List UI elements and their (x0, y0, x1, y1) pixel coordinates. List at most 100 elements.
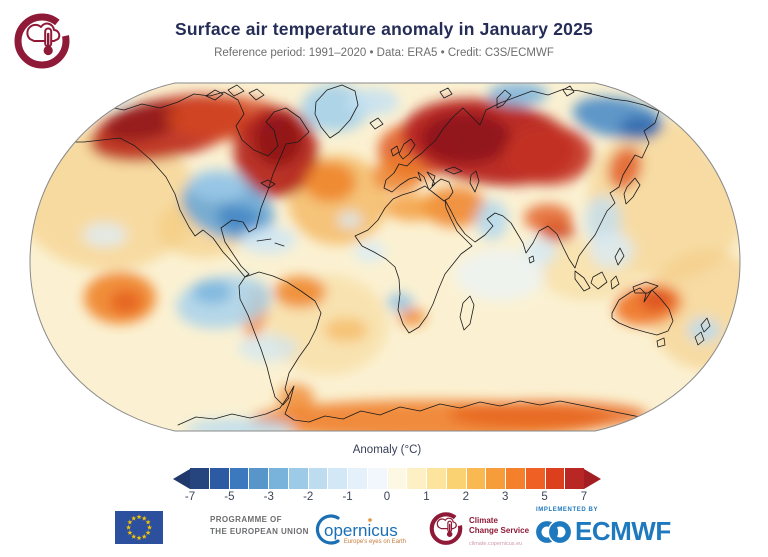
anomaly-blob (240, 226, 296, 254)
colorbar-segment (446, 468, 467, 489)
colorbar-segment (387, 468, 408, 489)
eu-programme-line2: THE EUROPEAN UNION (210, 527, 309, 536)
anomaly-blob (373, 157, 423, 193)
colorbar-segment (269, 468, 289, 489)
page-subtitle: Reference period: 1991–2020 • Data: ERA5… (214, 47, 554, 59)
anomaly-blob (385, 195, 441, 221)
eu-programme-text: PROGRAMME OF THE EUROPEAN UNION (210, 514, 309, 538)
anomaly-blob (103, 102, 183, 142)
colorbar-segment (209, 468, 230, 489)
colorbar-segment (229, 468, 250, 489)
world-anomaly-map (28, 80, 742, 442)
anomaly-blob (455, 249, 545, 301)
colorbar-segment (249, 468, 269, 489)
colorbar-segment (190, 468, 210, 489)
colorbar-tick: 1 (423, 491, 430, 503)
colorbar-segment (308, 468, 329, 489)
colorbar-segment (427, 468, 447, 489)
anomaly-blob (192, 280, 232, 304)
c3s-name-line2: Change Service (469, 526, 530, 536)
footer: PROGRAMME OF THE EUROPEAN UNION opernicu… (0, 506, 768, 552)
anomaly-blob (503, 125, 593, 185)
implemented-by-label: IMPLEMENTED BY (536, 507, 599, 513)
colorbar-segment (328, 468, 348, 489)
copernicus-satellite-dot-icon (368, 518, 372, 522)
colorbar-segment (525, 468, 546, 489)
colorbar-ticks: -7 -5 -3 -2 -1 0 1 2 3 5 7 (185, 491, 588, 505)
anomaly-blob (640, 290, 672, 310)
colorbar-tick: 3 (501, 491, 509, 503)
colorbar-segment (466, 468, 487, 489)
colorbar-tick: -5 (224, 491, 235, 503)
ecmwf-block: IMPLEMENTED BY ECMWF (536, 507, 671, 547)
anomaly-blob (347, 88, 399, 116)
eu-star-icon (131, 515, 137, 521)
anomaly-blob (110, 290, 142, 314)
eu-star-icon (145, 519, 151, 525)
anomaly-blob (238, 334, 298, 362)
anomaly-blob (488, 83, 548, 106)
anomaly-blob (338, 212, 362, 228)
ecmwf-interlocked-cc-icon (536, 519, 572, 544)
colorbar-tick: -1 (342, 491, 353, 503)
c3s-name-line1: Climate (469, 516, 498, 525)
anomaly-blob (620, 116, 660, 140)
eu-star-icon (136, 535, 142, 541)
anomaly-blob (398, 308, 426, 326)
colorbar-segment (565, 468, 584, 489)
eu-star-icon (127, 519, 133, 525)
anomaly-blob (216, 204, 264, 236)
copernicus-c-swoosh-icon (315, 514, 340, 545)
colorbar-left-arrow-icon (173, 468, 190, 489)
eu-star-icon (125, 524, 132, 530)
anomaly-blob (658, 90, 718, 114)
eu-star-icon (141, 533, 147, 539)
eu-star-icon (136, 514, 142, 520)
eu-star-icon (145, 530, 151, 535)
colorbar-segments (190, 468, 584, 489)
colorbar-segment (288, 468, 309, 489)
anomaly-blob (666, 412, 734, 431)
colorbar-tick: 5 (541, 491, 548, 503)
c3s-logo: Climate Change Service climate.copernicu… (427, 509, 529, 547)
c3s-url: climate.copernicus.eu (469, 540, 523, 547)
anomaly-blob (254, 114, 302, 166)
map-edge (29, 82, 741, 432)
coastlines (63, 84, 711, 426)
anomaly-blob (387, 293, 413, 311)
anomaly-blob (476, 200, 508, 240)
eu-star-icon (141, 515, 147, 521)
copernicus-tagline: Europe's eyes on Earth (343, 539, 406, 545)
eu-star-icon (146, 524, 153, 530)
anomaly-blob (188, 169, 248, 201)
colorbar-tick: -7 (184, 491, 196, 503)
colorbar-label: Anomaly (°C) (352, 444, 422, 456)
eu-star-icon (127, 530, 133, 535)
c3s-thermometer-crescent-icon (427, 509, 465, 547)
colorbar-tick: 2 (462, 491, 469, 503)
colorbar-segment (545, 468, 566, 489)
colorbar-tick: 0 (383, 491, 391, 503)
anomaly-blob (185, 419, 295, 431)
anomaly-blob (274, 276, 326, 308)
anomaly-blob (708, 115, 740, 165)
anomaly-blob (278, 384, 314, 412)
anomaly-blob (324, 318, 368, 342)
page-title: Surface air temperature anomaly in Janua… (175, 19, 593, 39)
colorbar-segment (367, 468, 388, 489)
colorbar-tick: -2 (303, 491, 314, 503)
colorbar-segment (506, 468, 526, 489)
colorbar (173, 468, 601, 489)
eu-programme-line1: PROGRAMME OF (210, 515, 282, 524)
colorbar-segment (348, 468, 368, 489)
anomaly-blob (30, 130, 198, 270)
colorbar-tick: 7 (580, 491, 588, 503)
anomaly-blob (304, 162, 356, 202)
copernicus-wordmark: opernicus (324, 521, 398, 540)
anomaly-blob (83, 223, 127, 247)
eu-star-icon (131, 533, 137, 539)
colorbar-right-arrow-icon (584, 468, 601, 489)
ecmwf-wordmark: ECMWF (575, 516, 671, 546)
title-block: Surface air temperature anomaly in Janua… (0, 19, 768, 59)
